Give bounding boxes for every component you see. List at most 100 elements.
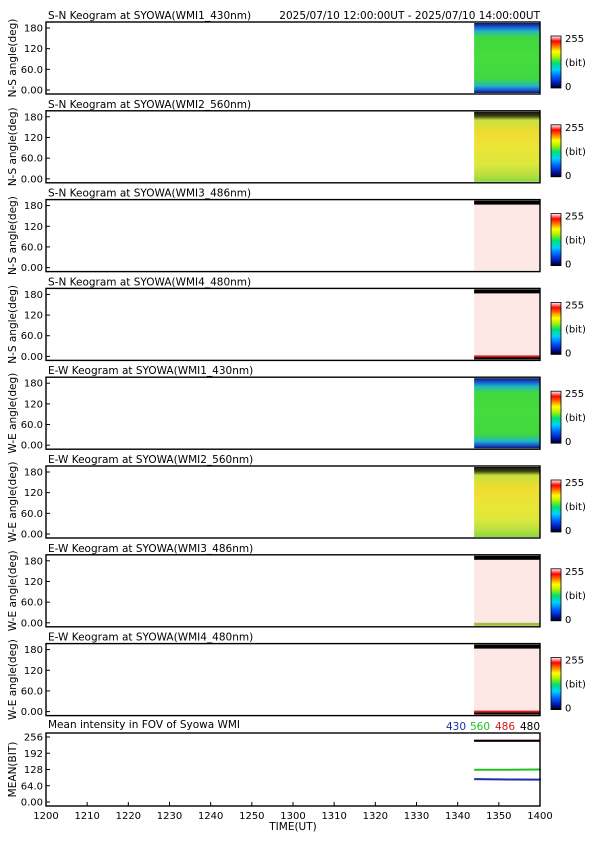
keogram-data [474,200,540,271]
colorbar [550,301,562,355]
colorbar-min-label: 0 [565,615,571,626]
y-tick-label: 0.00 [21,86,43,97]
mean-panel-frame [45,732,541,807]
keogram-data [474,555,540,626]
colorbar-max-label: 255 [565,123,584,134]
y-axis-label: N-S angle(deg) [7,19,19,98]
keogram-title: E-W Keogram at SYOWA(WMI4_480nm) [48,632,253,644]
x-tick-label: 1300 [280,811,305,822]
y-tick-label: 0.00 [21,441,43,452]
colorbar-unit-label: (bit) [565,147,586,158]
y-axis-label: W-E angle(deg) [7,373,19,454]
x-tick-label: 1330 [404,811,429,822]
y-axis-label: N-S angle(deg) [7,196,19,275]
colorbar-max-label: 255 [565,389,584,400]
y-tick-label: 120 [24,311,43,322]
y-tick-label: 120 [24,44,43,55]
y-axis-label: W-E angle(deg) [7,639,19,720]
x-tick-label: 1400 [527,811,552,822]
keogram-edge-top [474,555,540,560]
colorbar-min-label: 0 [565,171,571,182]
keogram-frame [45,287,541,362]
x-tick-label: 1250 [239,811,264,822]
x-tick-label: 1210 [74,811,99,822]
x-tick-label: 1320 [363,811,388,822]
keogram-title: E-W Keogram at SYOWA(WMI1_430nm) [48,365,253,377]
colorbar-unit-label: (bit) [565,680,586,691]
keogram-frame [45,465,541,539]
colorbar-min-label: 0 [565,526,571,537]
keogram-data [474,644,540,715]
keogram-data [474,23,540,93]
y-tick-label: 120 [24,577,43,588]
x-axis-label: TIME(UT) [268,821,317,833]
legend-entry-480: 480 [520,721,540,733]
x-tick-label: 1240 [198,811,223,822]
colorbar [550,124,562,178]
keogram-panel-7: E-W Keogram at SYOWA(WMI3_486nm) 180 120 60… [7,543,586,631]
keogram-frame [45,376,541,450]
y-axis-label: N-S angle(deg) [7,107,19,186]
colorbar [550,568,562,622]
keogram-title: S-N Keogram at SYOWA(WMI2_560nm) [48,99,251,111]
y-tick-label: 60.0 [21,65,43,76]
colorbar-unit-label: (bit) [565,413,586,424]
keogram-panel-5: E-W Keogram at SYOWA(WMI1_430nm) 180 120 60… [7,365,586,453]
legend-entry-486: 486 [495,721,515,733]
y-tick-label: 120 [24,399,43,410]
x-tick-label: 1310 [321,811,346,822]
y-tick-label: 180 [24,556,43,567]
colorbar [550,657,562,710]
colorbar-max-label: 255 [565,478,584,489]
legend-entry-560: 560 [470,721,490,733]
y-tick-label: 60.0 [21,686,43,697]
mean-y-tick-label: 64.0 [21,781,43,792]
y-tick-label: 180 [24,645,43,656]
keogram-data [474,378,540,449]
keogram-title: E-W Keogram at SYOWA(WMI2_560nm) [48,454,253,466]
keogram-data [474,111,540,182]
y-tick-label: 60.0 [21,154,43,165]
keogram-edge-bottom [474,622,540,626]
y-tick-label: 0.00 [21,263,43,274]
time-range: 2025/07/10 12:00:00UT - 2025/07/10 14:00… [279,10,540,22]
keogram-data [474,289,540,360]
keogram-panel-6: E-W Keogram at SYOWA(WMI2_560nm) 180 120 60… [7,454,586,542]
x-tick-label: 1220 [116,811,141,822]
y-tick-label: 0.00 [21,618,43,629]
x-tick-label: 1350 [486,811,511,822]
keogram-title: S-N Keogram at SYOWA(WMI1_430nm) [48,10,251,22]
colorbar-min-label: 0 [565,704,571,715]
y-tick-label: 60.0 [21,420,43,431]
keogram-frame [45,110,541,184]
keogram-edge-bottom [474,710,540,714]
colorbar-max-label: 255 [565,212,584,223]
y-tick-label: 0.00 [21,530,43,541]
colorbar-max-label: 255 [565,656,584,667]
mean-panel-title: Mean intensity in FOV of Syowa WMI [48,719,240,731]
colorbar-max-label: 255 [565,300,584,311]
keogram-edge-bottom-dark [474,712,540,715]
y-tick-label: 0.00 [21,352,43,363]
x-tick-label: 1200 [33,811,58,822]
y-tick-label: 60.0 [21,598,43,609]
keogram-edge-top [474,644,540,649]
y-axis-label: N-S angle(deg) [7,285,19,364]
colorbar-min-label: 0 [565,437,571,448]
keogram-data [474,467,540,537]
y-tick-label: 120 [24,133,43,144]
keogram-edge-bottom [474,355,540,359]
y-tick-label: 0.00 [21,174,43,185]
y-tick-label: 120 [24,488,43,499]
legend-entry-430: 430 [446,721,466,733]
mean-y-tick-label: 0.00 [21,798,43,809]
colorbar-min-label: 0 [565,82,571,93]
series-line-430 [474,778,541,781]
keogram-frame [45,554,541,628]
colorbar-unit-label: (bit) [565,502,586,513]
y-tick-label: 180 [24,24,43,35]
y-tick-label: 0.00 [21,707,43,718]
y-axis-label: W-E angle(deg) [7,550,19,631]
x-tick-label: 1340 [445,811,470,822]
